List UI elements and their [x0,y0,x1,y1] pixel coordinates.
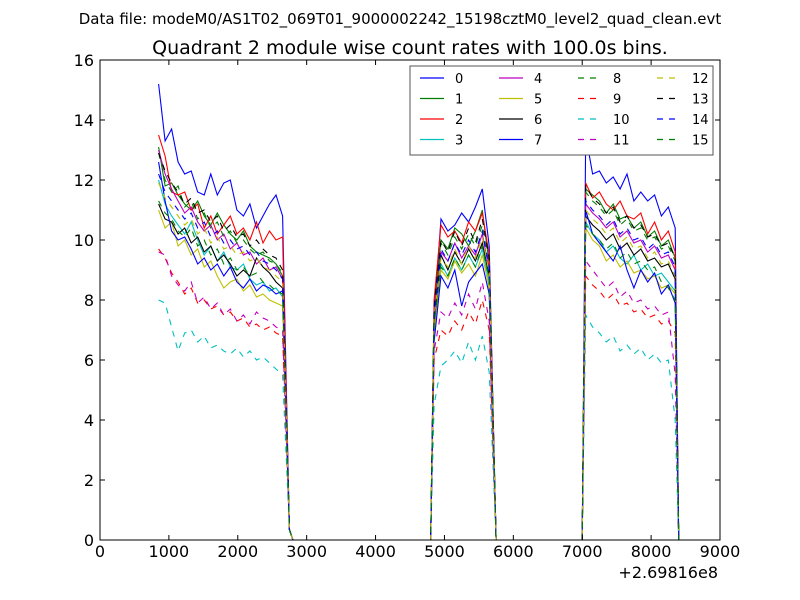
legend-label-9: 9 [613,93,621,108]
x-offset-label: +2.69816e8 [618,563,718,582]
y-tick-label: 14 [74,111,94,130]
series-line-10 [158,299,680,541]
series-line-11 [158,251,680,541]
series-line-6 [158,203,680,541]
series-line-0 [158,83,680,541]
x-tick-label: 7000 [562,542,603,561]
chart-suptitle: Data file: modeM0/AS1T02_069T01_90000022… [79,10,722,29]
legend-label-14: 14 [692,113,709,128]
legend-label-4: 4 [534,72,542,87]
legend-label-10: 10 [613,113,630,128]
series-line-4 [158,149,680,541]
legend-label-2: 2 [455,113,463,128]
x-tick-label: 9000 [700,542,741,561]
legend-label-12: 12 [692,72,709,87]
y-tick-label: 12 [74,171,94,190]
series-line-7 [158,161,680,541]
y-tick-label: 2 [84,471,94,490]
chart-title: Quadrant 2 module wise count rates with … [152,37,668,59]
plot-area [158,83,680,541]
legend-box [409,65,714,156]
axis-ticks: 0 1000 2000 3000 4000 5000 6000 7000 8000 9000 0 2 4… [74,51,741,561]
y-tick-label: 4 [84,411,94,430]
x-tick-label: 3000 [286,542,327,561]
x-tick-label: 1000 [149,542,190,561]
y-tick-label: 8 [84,291,94,310]
x-tick-label: 4000 [355,542,396,561]
series-line-5 [158,209,680,541]
legend-label-3: 3 [455,134,463,149]
legend-label-13: 13 [692,93,709,108]
series-line-12 [158,182,680,541]
legend-label-15: 15 [692,134,709,149]
x-tick-label: 2000 [217,542,258,561]
y-tick-label: 16 [74,51,94,70]
series-line-2 [158,134,680,541]
legend-label-8: 8 [613,72,621,87]
series-line-9 [158,248,680,541]
x-tick-label: 6000 [493,542,534,561]
legend-label-5: 5 [534,93,542,108]
legend-label-7: 7 [534,134,542,149]
y-tick-label: 10 [74,231,94,250]
x-tick-label: 5000 [424,542,465,561]
y-tick-label: 6 [84,351,94,370]
legend-label-1: 1 [455,93,463,108]
x-tick-label: 8000 [631,542,672,561]
legend-label-11: 11 [613,134,630,149]
series-line-14 [158,173,680,541]
legend-label-0: 0 [455,72,463,87]
x-tick-label: 0 [95,542,105,561]
legend-label-6: 6 [534,113,542,128]
y-tick-label: 0 [84,531,94,550]
series-line-13 [158,152,680,541]
